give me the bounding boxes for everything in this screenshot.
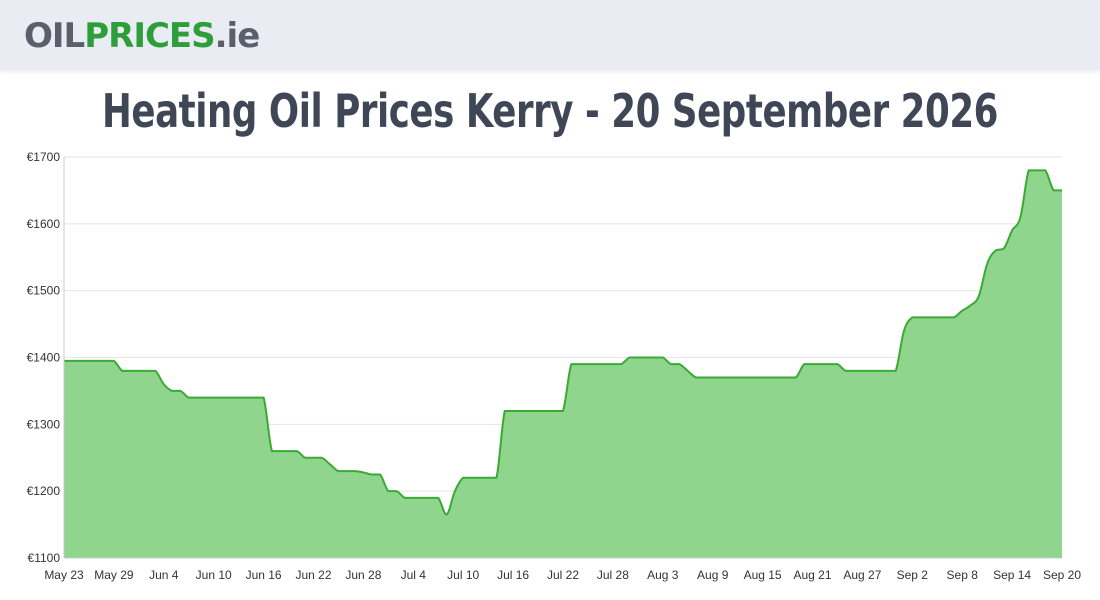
logo-text-ie: .ie	[214, 16, 261, 56]
x-tick-label: Jul 22	[547, 568, 579, 582]
x-tick-label: Jul 16	[497, 568, 529, 582]
price-area-fill	[64, 170, 1062, 558]
header-bar: OILPRICES.ie	[0, 0, 1100, 70]
x-axis-ticks: May 23 May 29 Jun 4 Jun 10 Jun 16 Jun 22 Jun 2…	[44, 568, 1081, 582]
x-tick-label: Jul 4	[401, 568, 427, 582]
x-tick-label: Jun 10	[196, 568, 232, 582]
x-tick-label: Aug 9	[697, 568, 729, 582]
x-tick-label: Aug 21	[793, 568, 831, 582]
y-axis-ticks: €1100 €1200 €1300 €1400 €1500 €1600 €1700	[27, 150, 61, 565]
y-tick-label: €1600	[27, 217, 61, 231]
x-tick-label: Aug 27	[843, 568, 881, 582]
y-tick-label: €1400	[27, 351, 61, 365]
x-tick-label: Sep 14	[993, 568, 1031, 582]
y-tick-label: €1700	[27, 150, 61, 164]
x-tick-label: May 23	[44, 568, 84, 582]
page-title: Heating Oil Prices Kerry - 20 September …	[101, 84, 999, 138]
x-tick-label: Jun 28	[345, 568, 381, 582]
price-line	[64, 169, 1062, 516]
x-tick-label: May 29	[94, 568, 134, 582]
x-tick-label: Sep 8	[947, 568, 979, 582]
y-tick-label: €1500	[27, 284, 61, 298]
y-tick-label: €1200	[27, 484, 61, 498]
x-tick-label: Sep 20	[1043, 568, 1081, 582]
logo-text-prices: PRICES	[84, 16, 215, 56]
logo-text-oil: OIL	[24, 16, 85, 56]
x-tick-label: Jun 4	[149, 568, 179, 582]
x-tick-label: Sep 2	[897, 568, 929, 582]
x-tick-label: Aug 15	[744, 568, 782, 582]
y-tick-label: €1100	[28, 551, 61, 565]
y-tick-label: €1300	[27, 417, 61, 431]
site-logo[interactable]: OILPRICES.ie	[24, 14, 261, 58]
x-tick-label: Aug 3	[647, 568, 679, 582]
x-tick-label: Jul 28	[597, 568, 629, 582]
x-tick-label: Jun 16	[246, 568, 282, 582]
x-tick-label: Jul 10	[447, 568, 479, 582]
x-tick-label: Jun 22	[295, 568, 331, 582]
